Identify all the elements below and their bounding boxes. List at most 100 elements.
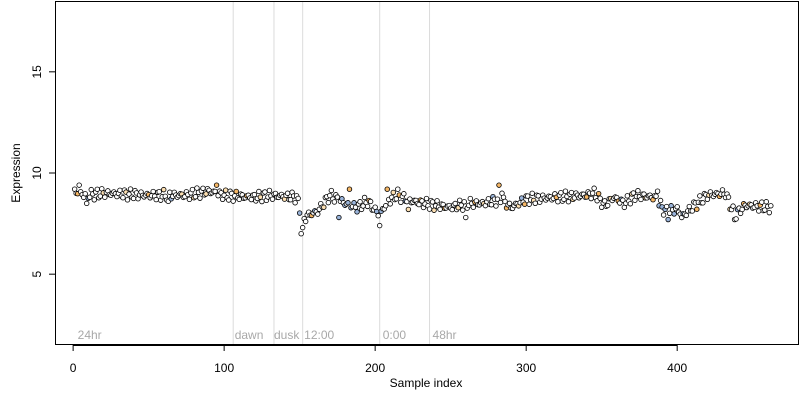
- data-point: [532, 200, 538, 207]
- data-point: [671, 211, 677, 217]
- data-point: [558, 189, 564, 196]
- data-point: [87, 194, 93, 200]
- data-point: [387, 201, 393, 207]
- data-point: [730, 203, 736, 209]
- time-annotation: 24hr: [78, 328, 102, 342]
- data-point: [299, 224, 306, 231]
- data-point: [654, 188, 661, 194]
- data-point: [595, 190, 602, 197]
- data-point: [117, 187, 123, 194]
- data-point: [627, 201, 634, 207]
- data-point: [266, 187, 273, 194]
- data-point: [364, 203, 371, 210]
- data-point: [269, 196, 276, 202]
- data-point: [452, 200, 458, 207]
- data-point: [657, 197, 664, 204]
- data-point: [502, 198, 508, 205]
- data-point: [725, 194, 732, 200]
- data-point: [565, 199, 572, 205]
- data-point: [321, 204, 327, 210]
- data-point: [555, 199, 561, 205]
- x-axis-title: Sample index: [390, 376, 463, 390]
- data-point: [384, 186, 390, 192]
- data-point: [697, 193, 703, 199]
- y-tick-label: 5: [30, 271, 44, 278]
- data-point: [635, 188, 641, 194]
- x-tick-label: 100: [214, 361, 234, 375]
- data-point: [660, 212, 667, 218]
- data-point: [529, 190, 535, 196]
- data-point: [719, 187, 726, 193]
- data-point: [248, 196, 255, 203]
- data-point: [212, 188, 218, 195]
- data-point: [470, 204, 477, 210]
- data-points: [71, 182, 774, 237]
- data-point: [493, 203, 499, 209]
- data-point: [315, 211, 321, 217]
- data-point: [222, 187, 229, 193]
- data-point: [91, 197, 97, 203]
- data-point: [197, 195, 203, 201]
- data-point: [463, 214, 469, 221]
- data-point: [589, 190, 596, 196]
- data-point: [605, 202, 611, 209]
- data-point: [449, 206, 455, 213]
- data-point: [76, 182, 82, 188]
- data-point: [488, 202, 495, 208]
- data-point: [257, 194, 264, 200]
- data-point: [568, 189, 575, 196]
- data-point: [419, 198, 425, 204]
- data-point: [431, 207, 437, 213]
- data-point: [336, 214, 342, 221]
- data-point: [689, 208, 695, 214]
- data-point: [295, 195, 301, 202]
- data-point: [398, 199, 404, 205]
- data-point: [287, 197, 294, 203]
- data-point: [521, 201, 528, 207]
- data-point: [351, 200, 357, 206]
- data-point: [458, 202, 464, 208]
- data-point: [756, 208, 762, 214]
- data-point: [401, 191, 407, 197]
- data-point: [395, 186, 401, 192]
- y-axis: 5 10 15: [30, 65, 56, 278]
- data-point: [84, 200, 90, 207]
- data-point: [653, 193, 659, 199]
- data-point: [334, 194, 341, 200]
- y-tick-label: 10: [30, 166, 44, 180]
- data-point: [426, 206, 433, 212]
- time-annotation: 12:00: [304, 328, 334, 342]
- x-tick-label: 200: [365, 361, 385, 375]
- data-point: [345, 200, 351, 206]
- data-point: [601, 198, 608, 204]
- data-point: [390, 189, 396, 196]
- x-axis: 0 100 200 300 400: [70, 345, 688, 375]
- data-point: [526, 201, 532, 207]
- data-point: [331, 199, 338, 205]
- data-point: [624, 193, 631, 199]
- data-point: [638, 196, 644, 203]
- data-point: [416, 201, 422, 208]
- time-annotation: dawn: [235, 328, 264, 342]
- data-point: [361, 194, 368, 201]
- data-point: [583, 194, 590, 200]
- data-point: [460, 207, 466, 213]
- data-point: [700, 200, 706, 206]
- data-point: [423, 195, 430, 202]
- data-point: [485, 196, 492, 202]
- data-point: [762, 207, 768, 213]
- data-point: [346, 186, 353, 192]
- data-point: [194, 185, 200, 191]
- data-point: [354, 209, 360, 215]
- data-point: [328, 187, 335, 194]
- data-point: [733, 216, 739, 222]
- data-point: [200, 185, 206, 191]
- data-point: [124, 197, 131, 203]
- data-point: [225, 197, 232, 203]
- data-point: [588, 195, 594, 202]
- data-point: [497, 199, 504, 206]
- data-point: [126, 191, 132, 197]
- data-point: [683, 212, 689, 219]
- data-point: [150, 188, 156, 195]
- data-point: [457, 197, 463, 203]
